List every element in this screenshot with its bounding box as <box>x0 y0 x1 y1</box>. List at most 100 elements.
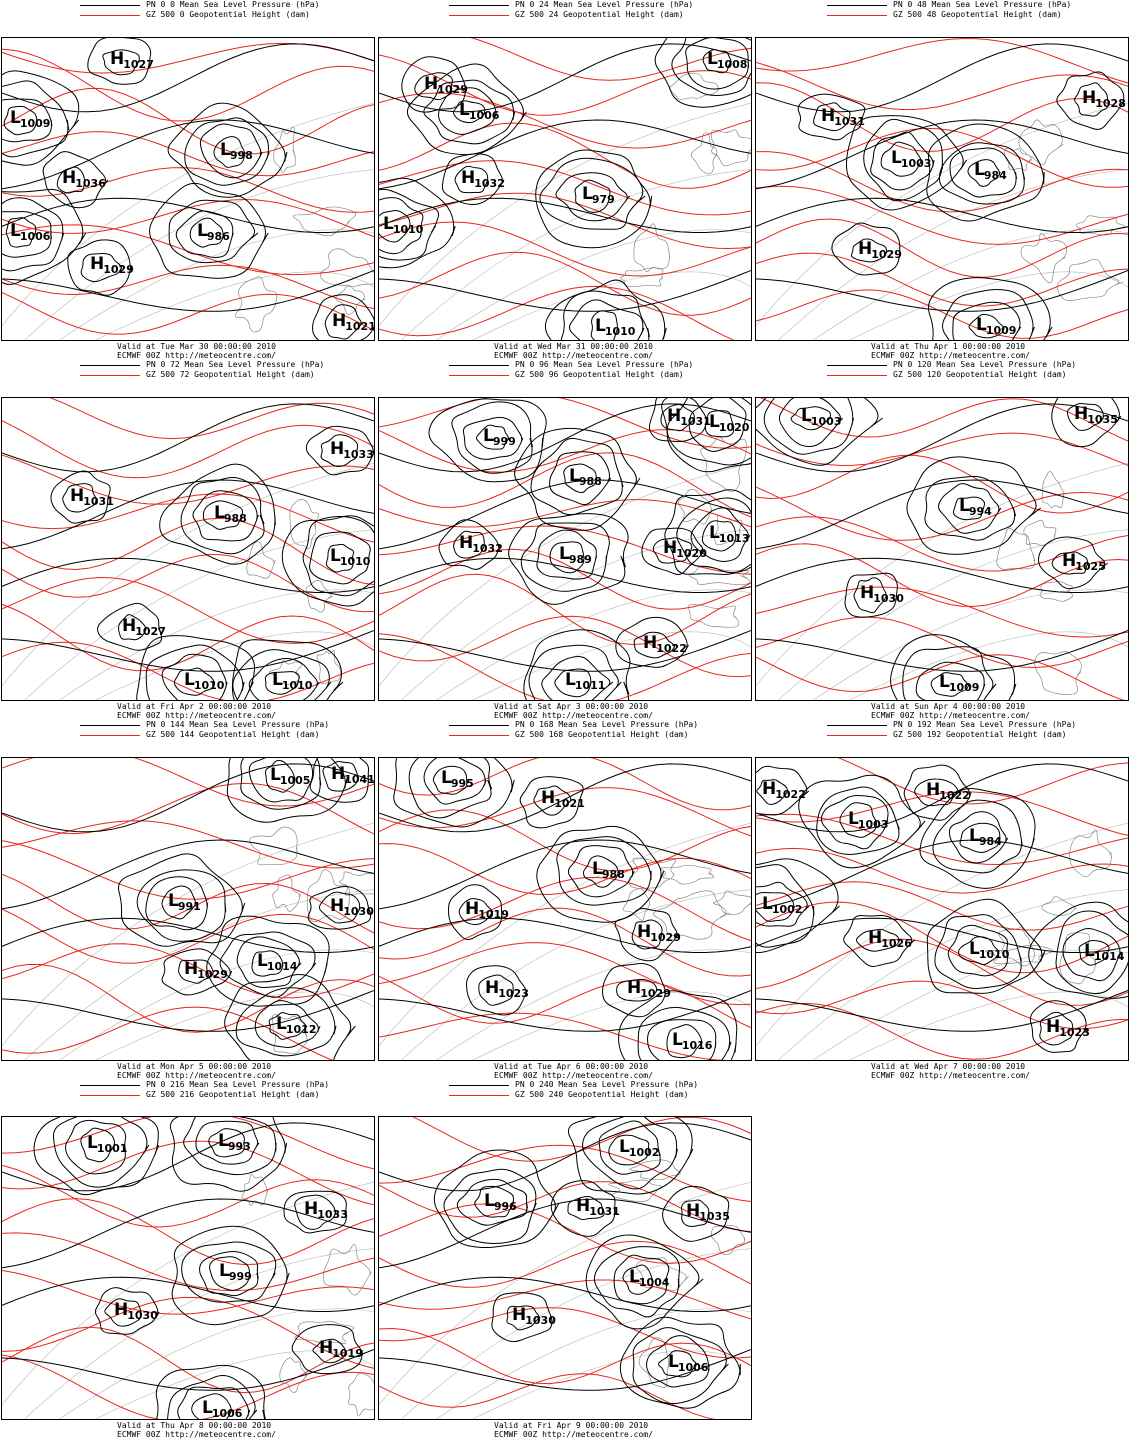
coastline <box>660 864 715 885</box>
height-contour <box>2 554 374 613</box>
pressure-contour <box>523 629 631 700</box>
coastline <box>1057 258 1124 301</box>
valid-time: Valid at Sat Apr 3 00:00:00 2010 <box>494 702 649 711</box>
center-type: H <box>868 928 883 948</box>
low-pressure-center: L1014 <box>1084 943 1124 963</box>
pressure-contour <box>379 557 751 593</box>
pressure-contour <box>602 963 667 1018</box>
pressure-contour <box>530 437 624 516</box>
map-legend: PN 0 0 Mean Sea Level Pressure (hPa) GZ 5… <box>80 0 340 22</box>
contour-map <box>379 1117 751 1419</box>
center-type: L <box>592 859 603 879</box>
pressure-contour <box>567 845 635 898</box>
height-contour <box>2 1006 334 1060</box>
height-contour <box>756 980 1128 1030</box>
pressure-contour <box>379 839 751 910</box>
center-type: L <box>848 809 859 829</box>
coastline <box>306 869 350 923</box>
center-type: L <box>330 546 341 566</box>
graticule-line <box>2 102 374 327</box>
height-contour <box>2 1198 374 1266</box>
height-contour <box>379 251 751 316</box>
coastline <box>714 514 743 546</box>
height-contour <box>2 454 374 505</box>
model-source: ECMWF 00Z http://meteocentre.com/ <box>871 351 1030 360</box>
pressure-contour <box>2 763 374 833</box>
forecast-panel: H1027 L1009 H1036 L998 L986 L1006 H1029 H1021 <box>1 37 375 341</box>
low-pressure-center: L1009 <box>10 110 50 130</box>
pressure-contour <box>756 403 1128 473</box>
high-pressure-center: H1031 <box>576 1198 620 1218</box>
center-pressure: 984 <box>978 835 1002 848</box>
center-type: H <box>330 896 345 916</box>
high-pressure-center: H1027 <box>110 51 154 71</box>
graticule-line <box>58 949 374 1060</box>
contour-map <box>379 758 751 1060</box>
center-pressure: 1035 <box>1087 413 1118 426</box>
low-pressure-center: L1006 <box>459 102 500 122</box>
graticule-line <box>58 1308 374 1419</box>
coastline <box>669 72 720 100</box>
height-contour <box>379 192 751 250</box>
pressure-contour <box>423 758 487 805</box>
height-contour <box>756 185 1128 245</box>
height-contour <box>379 160 751 216</box>
pressure-contour <box>959 822 1001 853</box>
low-pressure-center: L1009 <box>976 317 1016 337</box>
center-type: H <box>485 978 500 998</box>
low-pressure-center: L1014 <box>257 953 297 973</box>
pressure-contour <box>213 136 246 168</box>
pressure-contour <box>660 404 696 432</box>
center-pressure: 996 <box>493 1200 517 1213</box>
pressure-contour <box>379 1198 751 1269</box>
center-pressure: 1029 <box>103 263 134 276</box>
center-pressure: 984 <box>983 169 1007 182</box>
high-pressure-center: H1022 <box>762 781 806 801</box>
center-type: L <box>939 672 950 692</box>
height-contour <box>2 1296 374 1369</box>
center-type: L <box>184 670 195 690</box>
model-source: ECMWF 00Z http://meteocentre.com/ <box>494 1430 653 1439</box>
pressure-contour <box>539 157 646 230</box>
pressure-contour <box>658 1350 698 1378</box>
pressure-contour <box>145 644 245 700</box>
pressure-contour <box>97 602 163 651</box>
pressure-contour <box>831 222 901 276</box>
center-type: L <box>220 140 231 160</box>
contour-map <box>379 398 751 700</box>
pressure-contour <box>2 98 53 143</box>
center-type: H <box>70 486 85 506</box>
center-pressure: 1041 <box>344 773 375 786</box>
center-pressure: 1031 <box>83 495 114 508</box>
pressure-contour <box>1051 398 1122 448</box>
height-contour <box>756 791 1128 836</box>
pressure-contour <box>790 406 832 431</box>
height-contour <box>379 398 751 449</box>
pressure-contour <box>2 839 374 910</box>
pressure-contour <box>947 924 1009 977</box>
pressure-contour <box>379 403 751 473</box>
center-type: H <box>1046 1017 1061 1037</box>
low-pressure-center: L1012 <box>276 1016 316 1036</box>
center-type: H <box>319 1338 334 1358</box>
height-contour <box>837 758 1128 805</box>
panel-caption: Valid at Mon Apr 5 00:00:00 2010 ECMWF 00… <box>1 1062 375 1082</box>
low-pressure-center: L1003 <box>801 408 841 428</box>
legend-height: GZ 500 0 Geopotential Height (dam) <box>80 10 340 20</box>
legend-label: PN 0 24 Mean Sea Level Pressure (hPa) <box>515 0 694 9</box>
height-contour <box>756 62 1128 110</box>
high-pressure-center: H1031 <box>821 108 865 128</box>
pressure-contour <box>574 179 611 213</box>
center-type: H <box>627 978 642 998</box>
center-pressure: 1006 <box>468 109 500 122</box>
pressure-contour <box>641 527 706 575</box>
pressure-contour <box>191 1393 233 1419</box>
high-pressure-center: H1032 <box>459 535 503 555</box>
pressure-contour <box>647 1019 717 1060</box>
center-pressure: 995 <box>450 777 474 790</box>
pressure-contour <box>519 776 584 829</box>
pressure-contour <box>844 572 898 618</box>
pressure-contour <box>585 1234 704 1330</box>
coastline <box>322 1244 372 1296</box>
pressure-contour <box>549 541 585 574</box>
